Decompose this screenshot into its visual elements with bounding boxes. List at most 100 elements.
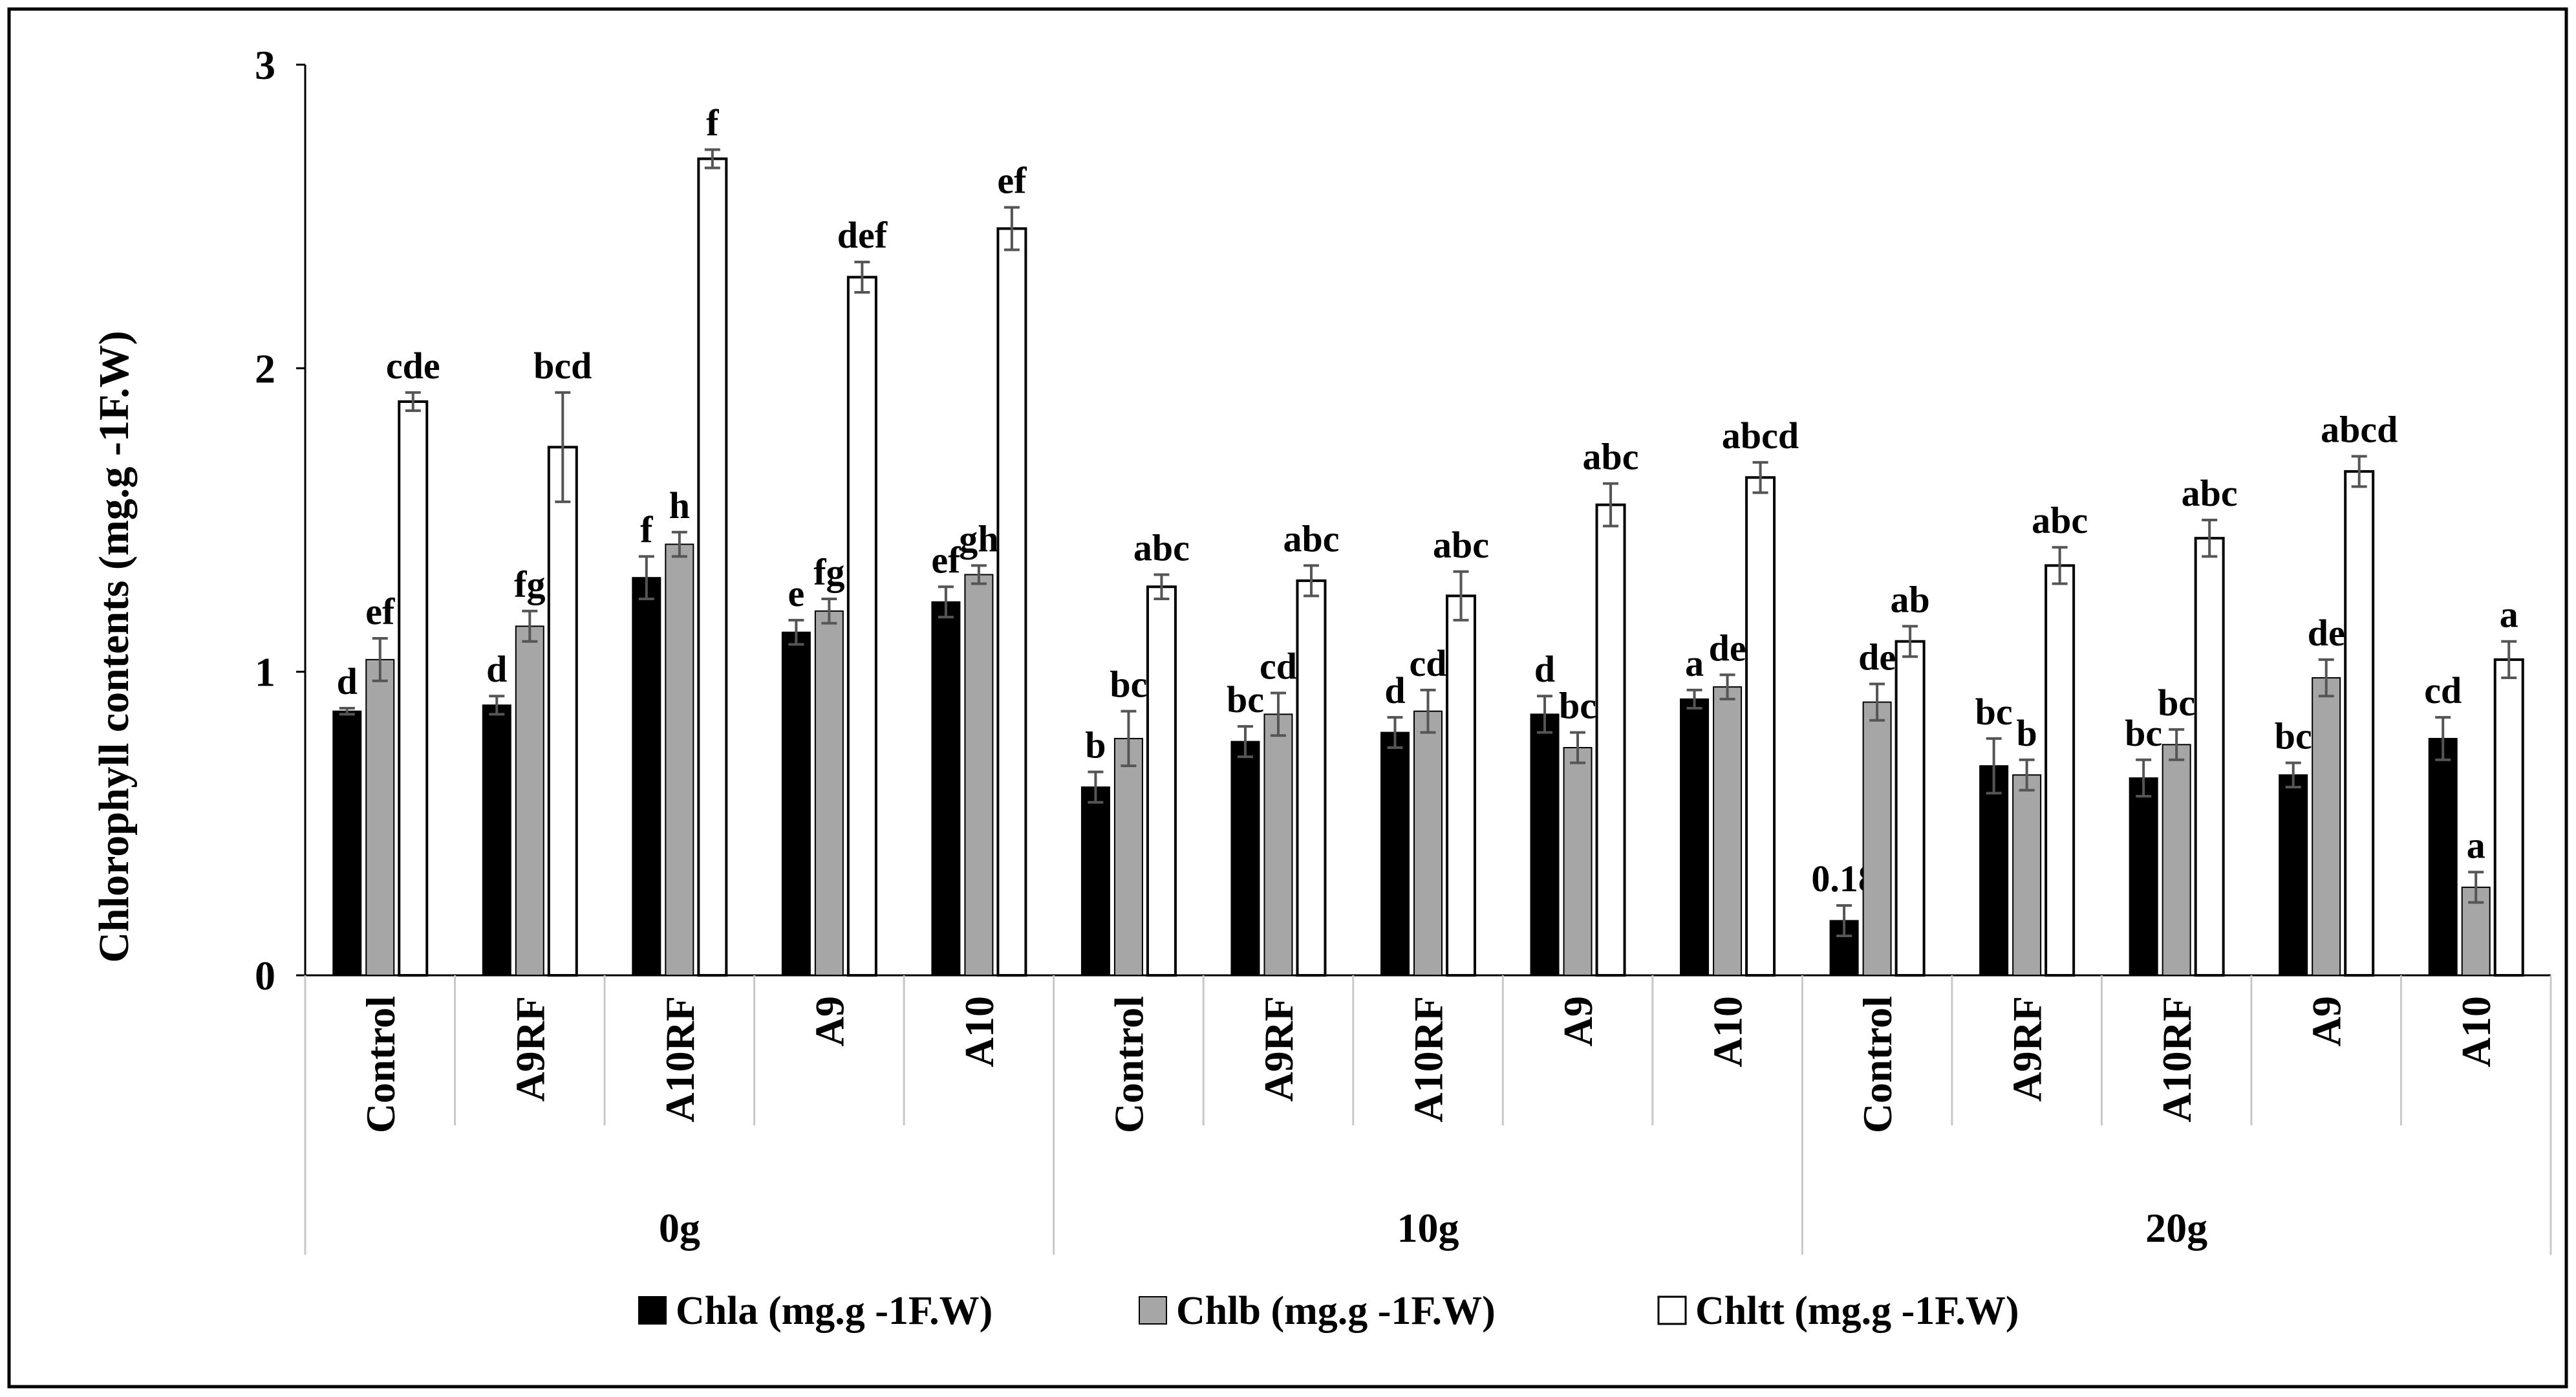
significance-label: bc: [2125, 712, 2162, 754]
significance-label: b: [2017, 712, 2037, 754]
bar: [1113, 737, 1143, 977]
significance-label: a: [2500, 594, 2518, 636]
y-tick-label: 3: [255, 42, 275, 88]
bar: [1680, 698, 1710, 976]
bar: [2344, 470, 2375, 977]
y-tick-label: 0: [255, 953, 275, 999]
significance-label: de: [1709, 627, 1746, 669]
category-label: A9: [1555, 996, 1601, 1046]
significance-label: a: [2467, 824, 2485, 866]
group-label: 20g: [2145, 1205, 2207, 1251]
bar: [1979, 765, 2009, 977]
bar: [2279, 774, 2308, 976]
legend: Chla (mg.g -1F.W) Chlb (mg.g -1F.W) Chlt…: [638, 1289, 2019, 1333]
significance-label: fg: [514, 563, 545, 605]
significance-label: ef: [931, 539, 961, 581]
bar: [1530, 713, 1560, 976]
y-tick-label: 1: [255, 649, 275, 695]
significance-label: f: [706, 102, 719, 144]
significance-label: def: [837, 214, 888, 256]
significance-label: abcd: [2321, 408, 2398, 450]
legend-swatch-chltt: [1657, 1295, 1687, 1325]
significance-label: cd: [1410, 642, 1447, 684]
bar: [931, 601, 961, 976]
category-label: Control: [358, 996, 403, 1133]
significance-label: abc: [1433, 524, 1489, 566]
significance-label: d: [337, 660, 358, 702]
bar: [398, 400, 429, 977]
significance-label: cd: [1260, 645, 1297, 688]
bar: [1563, 747, 1593, 976]
legend-label-chla: Chla (mg.g -1F.W): [676, 1289, 993, 1333]
significance-label: bc: [2275, 715, 2312, 757]
bar: [2012, 774, 2042, 976]
bar: [1263, 713, 1293, 976]
chart-frame: [7, 7, 2568, 1389]
category-label: A9RF: [507, 996, 553, 1102]
significance-label: cd: [2424, 669, 2462, 711]
legend-swatch-chlb: [1139, 1296, 1167, 1325]
significance-label: e: [788, 572, 804, 614]
significance-label: abc: [1133, 526, 1190, 569]
significance-label: d: [1534, 648, 1555, 690]
category-label: A10RF: [1406, 996, 1452, 1123]
significance-label: ef: [365, 590, 395, 633]
significance-label: abc: [1283, 517, 1339, 559]
significance-label: fg: [813, 551, 844, 593]
significance-label: abc: [2032, 499, 2088, 541]
bar: [1446, 594, 1476, 977]
significance-label: bc: [1110, 664, 1147, 706]
significance-label: bc: [2158, 682, 2195, 724]
bar: [482, 704, 511, 976]
bar: [2312, 677, 2341, 976]
bar: [814, 610, 844, 976]
category-label: A10: [2453, 996, 2499, 1067]
legend-label-chlb: Chlb (mg.g -1F.W): [1176, 1289, 1496, 1333]
bar: [1296, 579, 1327, 977]
significance-label: bcd: [533, 345, 592, 387]
significance-label: bc: [1975, 691, 2013, 733]
bar: [1146, 585, 1177, 977]
bar: [365, 658, 395, 976]
bar: [1894, 640, 1926, 977]
bar: [2493, 658, 2524, 977]
significance-label: abc: [2182, 472, 2238, 514]
bar: [846, 276, 877, 977]
significance-label: abc: [1583, 436, 1639, 478]
legend-swatch-chla: [638, 1296, 667, 1325]
bar: [1080, 786, 1110, 976]
bar: [996, 227, 1027, 977]
axis-labels: Chlorophyll contents (mg.g -1F.W): [91, 330, 138, 962]
bar: [2428, 737, 2458, 977]
legend-label-chltt: Chltt (mg.g -1F.W): [1695, 1289, 2019, 1333]
bar: [1413, 710, 1443, 977]
group-label: 0g: [659, 1205, 700, 1251]
bar: [632, 577, 661, 976]
significance-label: d: [1384, 669, 1405, 711]
category-label: A9RF: [2004, 996, 2050, 1102]
y-tick-label: 2: [255, 345, 275, 391]
bar: [1862, 701, 1892, 976]
y-axis-title: Chlorophyll contents (mg.g -1F.W): [91, 330, 138, 962]
bar: [697, 157, 728, 977]
significance-label: f: [640, 508, 653, 550]
bar: [2194, 537, 2225, 977]
bar: [2129, 777, 2158, 977]
significance-label: d: [486, 648, 507, 690]
significance-label: h: [669, 484, 690, 526]
category-label: A10: [1705, 996, 1751, 1067]
significance-label: de: [2308, 612, 2345, 654]
category-label: A10RF: [657, 996, 703, 1123]
significance-label: abcd: [1722, 415, 1799, 457]
significance-label: cde: [386, 345, 440, 387]
category-label: A9RF: [1256, 996, 1302, 1102]
significance-label: b: [1085, 724, 1106, 766]
category-label: Control: [1106, 996, 1152, 1133]
bar: [964, 574, 994, 976]
category-label: Control: [1854, 996, 1900, 1133]
significance-label: bc: [1559, 685, 1596, 727]
bar: [547, 446, 578, 977]
bar: [665, 543, 694, 976]
significance-label: ef: [997, 160, 1027, 202]
